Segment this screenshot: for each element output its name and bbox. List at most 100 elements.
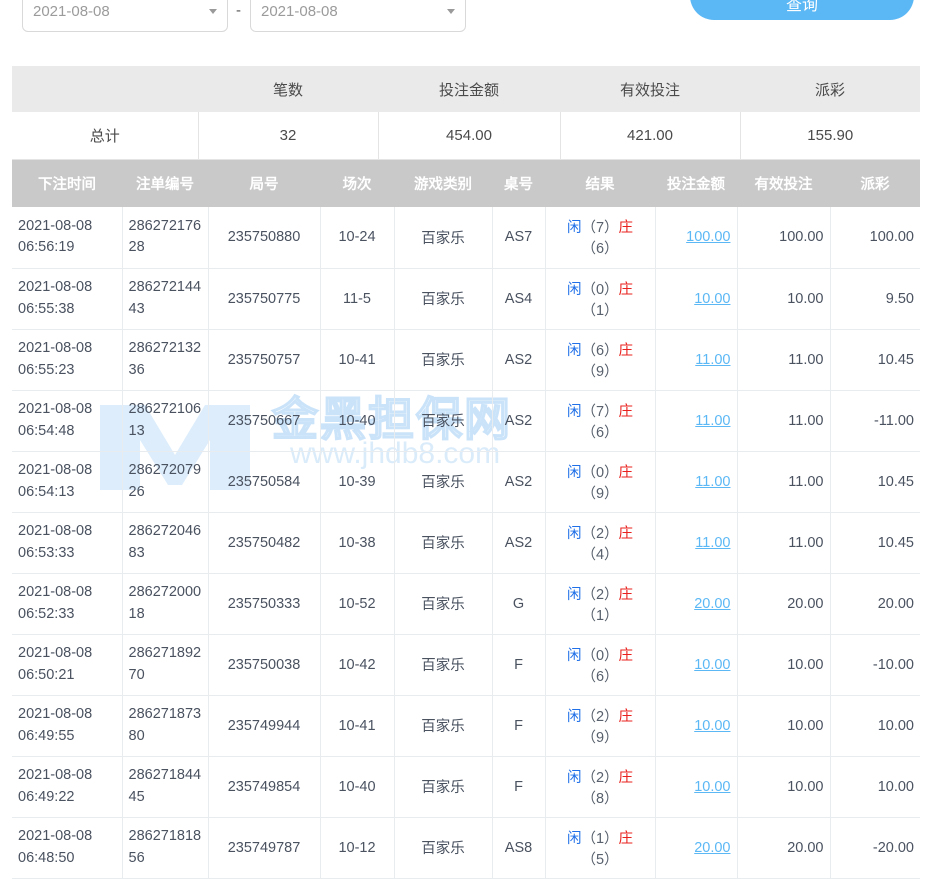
result-banker-score: （6） xyxy=(581,668,619,685)
col-header-game-type[interactable]: 游戏类别 xyxy=(394,160,492,207)
result-banker-label: 庄 xyxy=(618,769,634,786)
cell-order-no: 28627204683 xyxy=(122,512,209,574)
result-player-label: 闲 xyxy=(566,647,582,664)
result-player-score: （7） xyxy=(581,220,619,237)
result-player-label: 闲 xyxy=(566,464,582,481)
cell-bet-amount: 11.00 xyxy=(655,329,738,391)
cell-order-no: 28627214443 xyxy=(122,268,209,330)
cell-bet-time: 2021-08-08 06:55:38 xyxy=(12,268,123,330)
cell-result: 闲（2）庄 （4） xyxy=(545,512,656,574)
date-range-separator: - xyxy=(236,2,241,19)
summary-total-count: 32 xyxy=(198,112,379,160)
cell-game-type: 百家乐 xyxy=(394,756,493,818)
cell-bet-time: 2021-08-08 06:53:33 xyxy=(12,512,123,574)
cell-result: 闲（0）庄 （9） xyxy=(545,451,656,513)
bet-amount-link[interactable]: 100.00 xyxy=(686,229,731,246)
bet-amount-link[interactable]: 10.00 xyxy=(694,717,731,734)
cell-result: 闲（2）庄 （8） xyxy=(545,756,656,818)
cell-bet-amount: 10.00 xyxy=(655,268,738,330)
cell-order-no: 28627200018 xyxy=(122,573,209,635)
result-banker-score: （1） xyxy=(581,302,619,319)
result-banker-label: 庄 xyxy=(618,464,634,481)
cell-table-no: G xyxy=(492,573,546,635)
cell-session: 10-41 xyxy=(320,329,395,391)
cell-result: 闲（2）庄 （9） xyxy=(545,695,656,757)
cell-valid-bet: 100.00 xyxy=(737,207,831,269)
bet-amount-link[interactable]: 11.00 xyxy=(695,351,731,368)
result-banker-score: （9） xyxy=(581,485,619,502)
col-header-order-no[interactable]: 注单编号 xyxy=(122,160,208,207)
cell-table-no: F xyxy=(492,695,546,757)
cell-table-no: F xyxy=(492,756,546,818)
cell-bet-amount: 10.00 xyxy=(655,634,738,696)
bet-amount-link[interactable]: 10.00 xyxy=(694,656,731,673)
result-banker-score: （5） xyxy=(581,851,619,868)
cell-order-no: 28627184445 xyxy=(122,756,209,818)
cell-bet-time: 2021-08-08 06:48:50 xyxy=(12,817,123,879)
result-player-label: 闲 xyxy=(566,220,582,237)
cell-valid-bet: 11.00 xyxy=(737,390,831,452)
cell-round-no: 235749787 xyxy=(208,817,321,879)
cell-order-no: 28627181856 xyxy=(122,817,209,879)
cell-result: 闲（1）庄 （5） xyxy=(545,817,656,879)
bet-amount-link[interactable]: 11.00 xyxy=(695,412,731,429)
cell-valid-bet: 20.00 xyxy=(737,573,831,635)
cell-round-no: 235750667 xyxy=(208,390,321,452)
cell-bet-amount: 10.00 xyxy=(655,756,738,818)
summary-total-row: 总计 32 454.00 421.00 155.90 xyxy=(12,112,920,160)
col-header-bet-time[interactable]: 下注时间 xyxy=(12,160,122,207)
cell-payout: 10.45 xyxy=(830,451,920,513)
cell-bet-amount: 100.00 xyxy=(655,207,738,269)
cell-session: 10-12 xyxy=(320,817,395,879)
bet-amount-link[interactable]: 10.00 xyxy=(694,290,731,307)
table-row: 2021-08-08 06:55:38 28627214443 235750775 1… xyxy=(12,268,920,330)
cell-round-no: 235750333 xyxy=(208,573,321,635)
result-player-score: （6） xyxy=(581,342,619,359)
result-player-score: （2） xyxy=(581,586,619,603)
cell-valid-bet: 10.00 xyxy=(737,756,831,818)
col-header-session[interactable]: 场次 xyxy=(320,160,394,207)
bet-amount-link[interactable]: 11.00 xyxy=(695,473,731,490)
col-header-bet-amount[interactable]: 投注金额 xyxy=(655,160,737,207)
bet-amount-link[interactable]: 10.00 xyxy=(694,778,731,795)
cell-bet-time: 2021-08-08 06:49:22 xyxy=(12,756,123,818)
result-banker-label: 庄 xyxy=(618,830,634,847)
cell-round-no: 235750775 xyxy=(208,268,321,330)
table-row: 2021-08-08 06:54:13 28627207926 235750584 1… xyxy=(12,451,920,513)
cell-bet-time: 2021-08-08 06:49:55 xyxy=(12,695,123,757)
cell-table-no: AS2 xyxy=(492,512,546,574)
result-banker-label: 庄 xyxy=(618,342,634,359)
bet-amount-link[interactable]: 20.00 xyxy=(694,595,731,612)
col-header-table-no[interactable]: 桌号 xyxy=(492,160,545,207)
col-header-result[interactable]: 结果 xyxy=(545,160,655,207)
cell-payout: 9.50 xyxy=(830,268,920,330)
cell-valid-bet: 10.00 xyxy=(737,268,831,330)
bet-amount-link[interactable]: 20.00 xyxy=(694,839,731,856)
cell-table-no: AS8 xyxy=(492,817,546,879)
cell-valid-bet: 10.00 xyxy=(737,695,831,757)
bet-amount-link[interactable]: 11.00 xyxy=(695,534,731,551)
col-header-payout[interactable]: 派彩 xyxy=(830,160,920,207)
query-button[interactable]: 查询 xyxy=(690,0,914,20)
date-to-picker[interactable]: 2021-08-08 xyxy=(250,0,466,32)
cell-table-no: AS2 xyxy=(492,390,546,452)
cell-game-type: 百家乐 xyxy=(394,390,493,452)
result-player-score: （7） xyxy=(581,403,619,420)
result-banker-label: 庄 xyxy=(618,220,634,237)
cell-payout: 10.45 xyxy=(830,329,920,391)
col-header-valid-bet[interactable]: 有效投注 xyxy=(737,160,830,207)
summary-header-count: 笔数 xyxy=(198,66,378,112)
col-header-round-no[interactable]: 局号 xyxy=(208,160,320,207)
summary-table: 笔数 投注金额 有效投注 派彩 总计 32 454.00 421.00 155.… xyxy=(12,66,920,160)
result-player-label: 闲 xyxy=(566,769,582,786)
chevron-down-icon xyxy=(447,8,455,14)
cell-payout: -10.00 xyxy=(830,634,920,696)
date-from-picker[interactable]: 2021-08-08 xyxy=(22,0,228,32)
cell-game-type: 百家乐 xyxy=(394,573,493,635)
result-player-score: （0） xyxy=(581,647,619,664)
cell-game-type: 百家乐 xyxy=(394,634,493,696)
date-from-value: 2021-08-08 xyxy=(33,2,110,20)
cell-session: 10-38 xyxy=(320,512,395,574)
cell-game-type: 百家乐 xyxy=(394,695,493,757)
cell-bet-time: 2021-08-08 06:50:21 xyxy=(12,634,123,696)
